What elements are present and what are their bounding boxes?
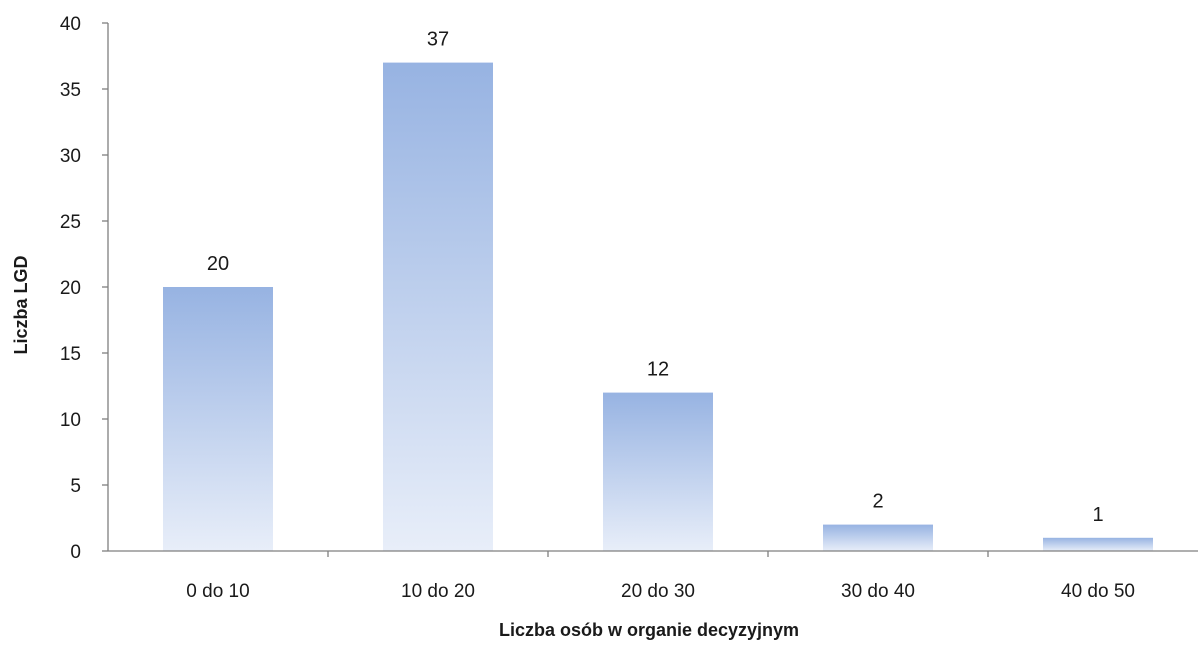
data-label-3: 2 [872, 491, 883, 513]
y-tick-label: 10 [60, 410, 81, 431]
x-tick-label-0: 0 do 10 [186, 581, 249, 602]
bar-0 [163, 287, 273, 551]
y-tick-label: 30 [60, 146, 81, 167]
y-tick-label: 40 [60, 14, 81, 35]
data-label-2: 12 [647, 359, 669, 381]
bar-1 [383, 62, 493, 551]
x-axis-ticks: 0 do 10 10 do 20 20 do 30 30 do 40 40 do 50 [186, 551, 1135, 602]
x-axis-title: Liczba osób w organie decyzyjnym [499, 620, 799, 640]
y-tick-label: 20 [60, 278, 81, 299]
bar-4 [1043, 537, 1153, 551]
y-axis-ticks: 0 5 10 15 20 25 30 35 40 [60, 14, 108, 563]
x-tick-label-2: 20 do 30 [621, 581, 695, 602]
x-tick-label-3: 30 do 40 [841, 581, 915, 602]
y-tick-label: 25 [60, 212, 81, 233]
data-label-1: 37 [427, 29, 449, 51]
bars [163, 62, 1153, 551]
y-tick-label: 35 [60, 80, 81, 101]
data-labels: 20 37 12 2 1 [207, 29, 1104, 526]
data-label-0: 20 [207, 253, 229, 275]
y-tick-label: 5 [70, 476, 81, 497]
bar-2 [603, 392, 713, 551]
y-axis-title: Liczba LGD [11, 255, 31, 354]
y-tick-label: 0 [70, 542, 81, 563]
data-label-4: 1 [1092, 504, 1103, 526]
bar-3 [823, 524, 933, 551]
y-tick-label: 15 [60, 344, 81, 365]
x-tick-label-4: 40 do 50 [1061, 581, 1135, 602]
x-tick-label-1: 10 do 20 [401, 581, 475, 602]
